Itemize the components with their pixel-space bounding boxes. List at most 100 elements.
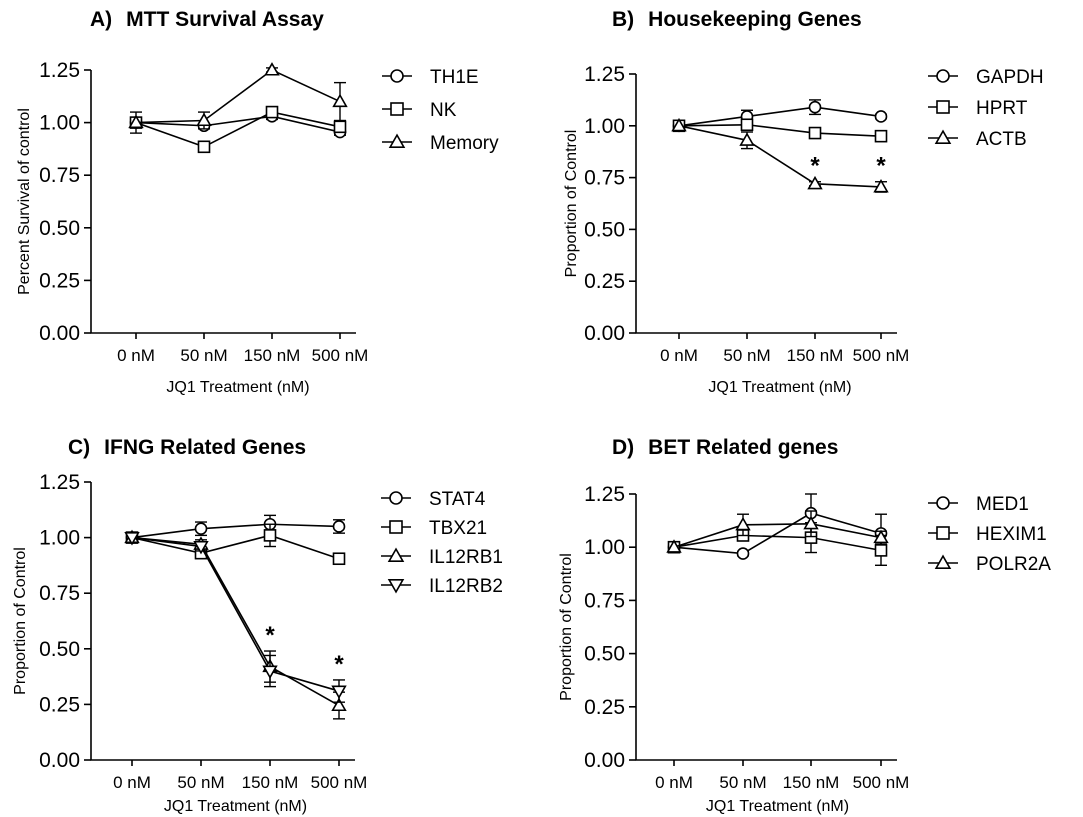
x-tick-label: 50 nM <box>177 773 224 792</box>
y-tick-label: 1.25 <box>584 483 625 506</box>
x-tick-label: 0 nM <box>117 346 155 365</box>
y-tick-label: 0.25 <box>39 693 80 716</box>
data-point <box>873 529 889 544</box>
series-line <box>131 523 340 539</box>
legend-entry: NK <box>382 100 457 121</box>
x-axis-label: JQ1 Treatment (nM) <box>708 379 851 396</box>
panel-title: B) Housekeeping Genes <box>612 8 862 31</box>
y-tick-label: 1.25 <box>584 63 625 86</box>
series-polr2a <box>666 510 889 553</box>
series-line <box>131 536 340 692</box>
legend-marker <box>390 102 404 116</box>
series-med1 <box>667 493 888 560</box>
data-point <box>666 539 682 553</box>
data-point <box>873 178 889 193</box>
panel-letter: D) <box>612 436 634 459</box>
x-tick-label: 500 nM <box>311 773 368 792</box>
series-memory <box>128 62 348 134</box>
legend-marker <box>387 547 405 562</box>
x-tick-label: 0 nM <box>655 773 693 792</box>
y-tick-label: 0.00 <box>39 749 80 772</box>
y-tick-label: 0.25 <box>584 270 625 293</box>
legend-marker <box>936 100 950 114</box>
legend-marker <box>389 491 403 505</box>
series-line <box>678 123 882 137</box>
series-line <box>135 69 341 124</box>
data-point <box>671 117 687 132</box>
data-point <box>803 515 819 530</box>
legend-marker <box>934 129 952 144</box>
panel-title-text: Housekeeping Genes <box>648 8 862 31</box>
data-point <box>264 62 280 76</box>
y-tick-label: 1.00 <box>39 112 80 135</box>
x-tick-label: 150 nM <box>244 346 301 365</box>
data-point <box>874 129 888 143</box>
panel-title-text: IFNG Related Genes <box>104 436 306 459</box>
legend-label: IL12RB1 <box>429 547 503 568</box>
significance-star: * <box>334 651 344 678</box>
legend-marker <box>390 69 404 83</box>
data-point <box>128 114 144 129</box>
data-point <box>739 132 755 146</box>
panel-title: C) IFNG Related Genes <box>68 436 306 459</box>
legend-label: HPRT <box>976 98 1028 119</box>
y-axis-label: Percent Survival of control <box>16 108 33 295</box>
legend-label: Memory <box>430 133 499 154</box>
y-tick-label: 1.00 <box>39 527 80 550</box>
data-point <box>331 697 347 712</box>
data-point <box>807 175 823 190</box>
series-line <box>131 534 340 560</box>
data-point <box>262 665 278 679</box>
y-tick-label: 0.50 <box>39 217 80 240</box>
series-line <box>673 512 882 555</box>
series-il12rb2 <box>124 532 347 703</box>
legend-label: NK <box>430 100 457 121</box>
x-tick-label: 0 nM <box>113 773 151 792</box>
y-axis-label: Proportion of Control <box>563 130 580 278</box>
legend-label: MED1 <box>976 494 1029 515</box>
series-line <box>678 106 882 127</box>
x-tick-label: 150 nM <box>783 773 840 792</box>
y-tick-label: 0.00 <box>39 322 80 345</box>
x-tick-label: 500 nM <box>853 346 910 365</box>
y-tick-label: 0.50 <box>584 643 625 666</box>
series-actb <box>671 117 889 193</box>
panel-letter: A) <box>90 8 112 31</box>
legend-entry: TBX21 <box>381 518 487 539</box>
data-point <box>874 110 888 123</box>
data-point <box>265 105 279 119</box>
chart-panel-3: C) IFNG Related Genes 0.00 0.25 0.50 0.75 1.00… <box>12 436 503 815</box>
data-point <box>735 516 751 531</box>
y-axis-label: Proportion of Control <box>12 547 29 695</box>
legend-marker <box>388 133 406 148</box>
series-line <box>673 534 882 552</box>
series-gapdh <box>672 99 888 133</box>
legend-label: STAT4 <box>429 489 486 510</box>
legend-entry: TH1E <box>382 67 479 88</box>
significance-star: * <box>876 153 886 180</box>
chart-panel-1: A) MTT Survival Assay 0.00 0.25 0.50 0.75 1.00… <box>16 8 499 396</box>
legend-entry: MED1 <box>928 494 1029 515</box>
legend-label: HEXIM1 <box>976 524 1047 545</box>
panel-letter: C) <box>68 436 90 459</box>
legend-marker <box>936 526 950 540</box>
legend-marker <box>387 579 405 594</box>
data-point <box>333 120 347 134</box>
y-tick-label: 0.75 <box>39 164 80 187</box>
legend-entry: IL12RB1 <box>381 547 503 568</box>
legend-marker <box>389 520 403 534</box>
series-il12rb1 <box>124 529 347 720</box>
data-point <box>332 93 348 108</box>
legend-entry: STAT4 <box>381 489 486 510</box>
y-tick-label: 0.50 <box>584 218 625 241</box>
x-tick-label: 50 nM <box>719 773 766 792</box>
series-line <box>135 115 341 133</box>
series-line <box>673 522 882 548</box>
legend-label: TH1E <box>430 67 479 88</box>
y-tick-label: 1.25 <box>39 59 80 82</box>
data-point <box>124 532 140 546</box>
series-tbx21 <box>125 523 346 566</box>
data-point <box>196 112 212 127</box>
legend-entry: HEXIM1 <box>928 524 1047 545</box>
